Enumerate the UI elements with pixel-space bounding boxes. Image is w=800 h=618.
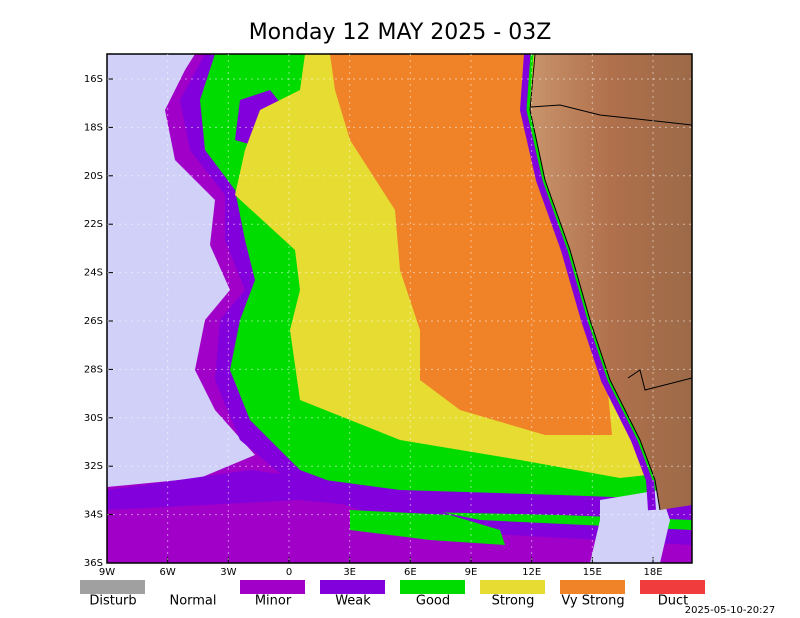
latitude-label: 28S: [84, 364, 103, 375]
legend-swatch: [80, 580, 145, 594]
longitude-label: 3E: [343, 567, 356, 578]
sea-patch: [165, 430, 205, 442]
land: [530, 54, 692, 510]
longitude-label: 3W: [220, 567, 236, 578]
legend-label: Disturb: [89, 594, 136, 609]
legend-label: Weak: [335, 594, 371, 609]
legend-label: Minor: [255, 594, 292, 609]
legend-swatch: [320, 580, 385, 594]
longitude-label: 9W: [99, 567, 115, 578]
legend-label: Duct: [658, 594, 689, 609]
latitude-label: 16S: [84, 74, 103, 85]
latitude-label: 22S: [84, 219, 103, 230]
coast-band: [526, 54, 656, 481]
longitude-label: 0: [286, 567, 292, 578]
legend-swatch: [400, 580, 465, 594]
plot-frame: [106, 53, 693, 564]
map: [107, 54, 692, 563]
longitude-label: 6W: [160, 567, 176, 578]
weak-band: [107, 470, 692, 520]
latitude-label: 36S: [84, 558, 103, 569]
good-band: [350, 510, 505, 545]
longitude-label: 6E: [404, 567, 417, 578]
latitude-label: 24S: [84, 268, 103, 279]
latitude-label: 32S: [84, 461, 103, 472]
coast-band: [519, 54, 656, 511]
legend-swatch: [480, 580, 545, 594]
longitude-label: 12E: [522, 567, 541, 578]
latitude-label: 20S: [84, 171, 103, 182]
legend-label: Strong: [492, 594, 535, 609]
legend: Disturb Normal Minor Weak Good Strong Vy Stron…: [80, 580, 705, 609]
latitude-label: 30S: [84, 413, 103, 424]
timestamp: 2025-05-10-20:27: [685, 605, 776, 616]
coastline: [529, 54, 661, 511]
latitude-label: 34S: [84, 510, 103, 521]
longitude-label: 15E: [583, 567, 602, 578]
legend-label: Normal: [169, 594, 216, 609]
latitude-label: 18S: [84, 122, 103, 133]
title: Monday 12 MAY 2025 - 03Z: [249, 20, 552, 45]
legend-label: Good: [416, 594, 450, 609]
legend-label: Vy Strong: [561, 594, 624, 609]
legend-swatch: [560, 580, 625, 594]
border: [627, 369, 692, 391]
legend-swatch: [240, 580, 305, 594]
border: [530, 104, 692, 126]
legend-swatch: [640, 580, 705, 594]
longitude-label: 18E: [643, 567, 662, 578]
latitude-label: 26S: [84, 316, 103, 327]
legend-swatch: [160, 580, 225, 594]
longitude-label: 9E: [465, 567, 478, 578]
